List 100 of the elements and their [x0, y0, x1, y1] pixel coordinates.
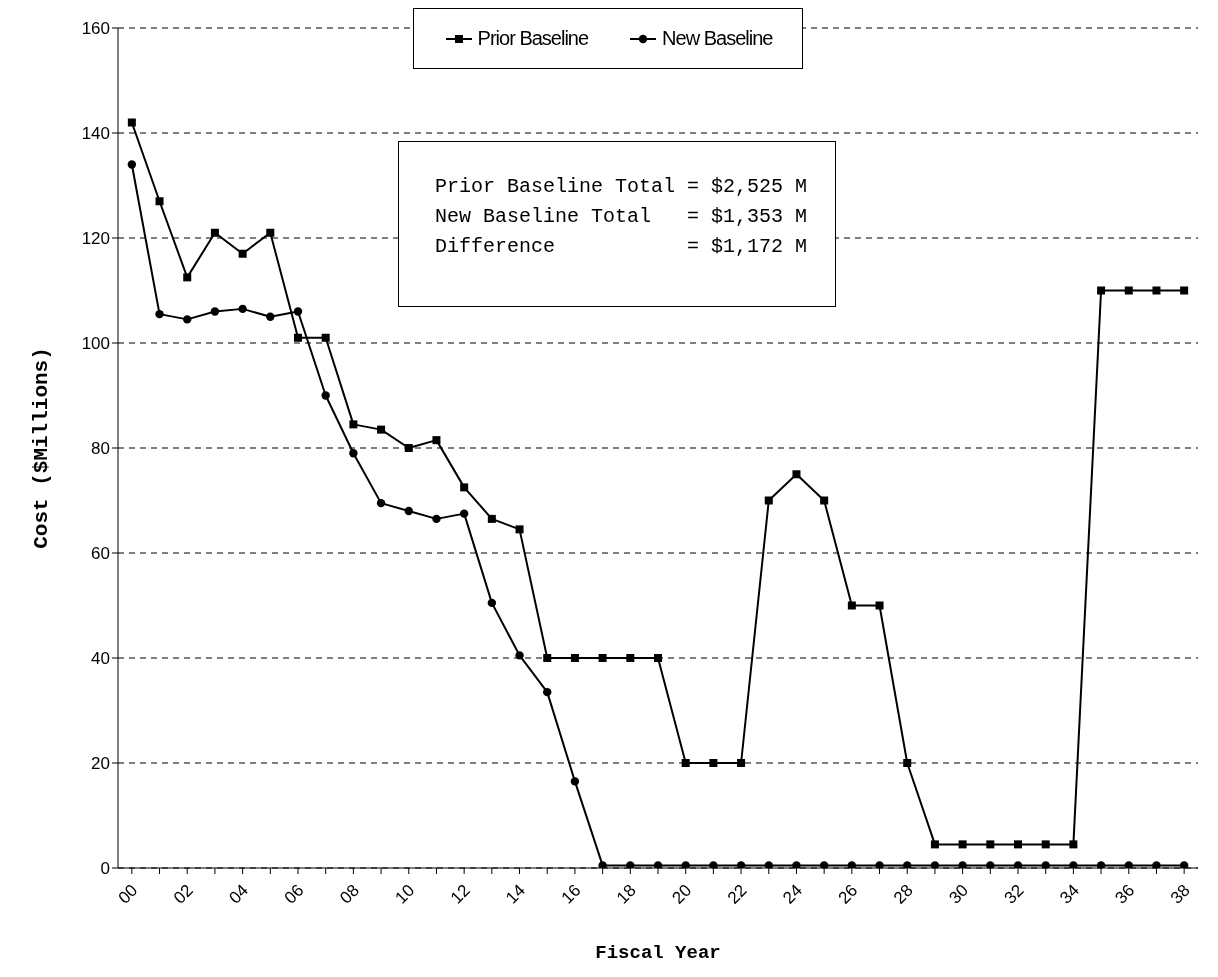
point	[404, 506, 413, 516]
point	[127, 160, 137, 169]
point	[820, 496, 829, 505]
y-tick-label: 60	[91, 544, 110, 564]
point	[1014, 840, 1022, 849]
y-axis-title: Cost ($Millions)	[30, 347, 54, 549]
point	[515, 651, 524, 660]
point	[1097, 286, 1106, 295]
x-tick-label: 02	[169, 880, 197, 908]
point	[764, 496, 773, 505]
x-tick-label: 20	[668, 880, 696, 908]
x-axis-title: Fiscal Year	[595, 942, 721, 964]
x-tick-label: 26	[834, 880, 862, 908]
point	[266, 312, 275, 321]
point	[847, 861, 857, 868]
x-tick-label: 22	[723, 880, 751, 908]
point	[1069, 861, 1078, 868]
y-tick-label: 100	[81, 334, 110, 354]
point	[654, 654, 662, 662]
y-tick-label: 40	[91, 649, 110, 669]
point	[127, 118, 136, 127]
point	[792, 861, 801, 868]
point	[792, 470, 801, 479]
point	[515, 525, 524, 534]
point	[543, 687, 552, 697]
point	[349, 420, 358, 429]
point	[210, 228, 219, 237]
point	[875, 861, 884, 868]
point	[294, 333, 302, 342]
point	[903, 759, 912, 767]
point	[986, 840, 995, 849]
point	[238, 304, 247, 314]
point	[183, 273, 192, 282]
x-tick-label: 00	[114, 880, 142, 908]
y-tick-label: 20	[91, 754, 110, 774]
point	[1124, 861, 1133, 868]
point	[847, 601, 856, 610]
y-tick-label: 0	[100, 859, 110, 879]
point	[1179, 861, 1189, 868]
point	[681, 759, 690, 767]
point	[819, 861, 829, 868]
point	[377, 425, 386, 434]
point	[376, 498, 386, 508]
point	[764, 861, 773, 868]
y-tick-label: 140	[81, 124, 110, 144]
y-tick-label: 80	[91, 439, 110, 459]
y-tick-label: 160	[81, 19, 110, 39]
point	[1180, 286, 1189, 295]
x-tick-label: 24	[779, 880, 806, 908]
point	[1152, 286, 1161, 295]
point	[183, 315, 192, 324]
y-tick-label: 120	[81, 229, 110, 249]
point	[930, 840, 939, 849]
point	[543, 654, 552, 662]
legend-label: New Baseline	[662, 27, 773, 50]
point	[598, 654, 607, 662]
point	[903, 861, 912, 868]
point	[1096, 861, 1106, 868]
x-tick-label: 10	[391, 880, 419, 908]
x-tick-label: 28	[889, 880, 917, 908]
point	[293, 307, 303, 316]
legend-label: Prior Baseline	[477, 27, 589, 50]
x-tick-label: 38	[1166, 880, 1194, 908]
point	[736, 861, 746, 868]
point	[986, 861, 995, 868]
point	[321, 391, 330, 400]
annotation: Prior Baseline Total = $2,525 M	[435, 174, 808, 200]
x-tick-label: 30	[945, 880, 973, 908]
point	[155, 197, 164, 206]
point	[210, 307, 220, 316]
point	[626, 654, 635, 662]
point	[626, 861, 635, 868]
point	[1041, 861, 1050, 868]
point	[958, 861, 967, 868]
point	[238, 249, 247, 258]
point	[432, 436, 441, 445]
point	[321, 333, 330, 342]
point	[737, 759, 746, 767]
x-tick-label: 36	[1111, 880, 1139, 908]
point	[349, 449, 358, 458]
point	[487, 598, 497, 608]
x-tick-label: 18	[613, 880, 640, 908]
point	[958, 840, 967, 849]
point	[459, 509, 469, 518]
annotation: Difference = $1,172 M	[435, 234, 808, 260]
point	[460, 483, 469, 492]
x-tick-label: 32	[1000, 880, 1028, 908]
x-tick-label: 34	[1056, 880, 1083, 908]
x-tick-label: 06	[280, 880, 308, 908]
point	[681, 861, 690, 868]
x-tick-label: 16	[557, 880, 585, 908]
point	[266, 228, 275, 237]
point	[404, 444, 413, 452]
point	[875, 601, 884, 610]
point	[653, 861, 663, 868]
x-tick-label: 08	[336, 880, 363, 908]
point	[1013, 861, 1023, 868]
point	[930, 861, 940, 868]
x-tick-label: 12	[446, 880, 474, 908]
point	[1152, 861, 1161, 868]
